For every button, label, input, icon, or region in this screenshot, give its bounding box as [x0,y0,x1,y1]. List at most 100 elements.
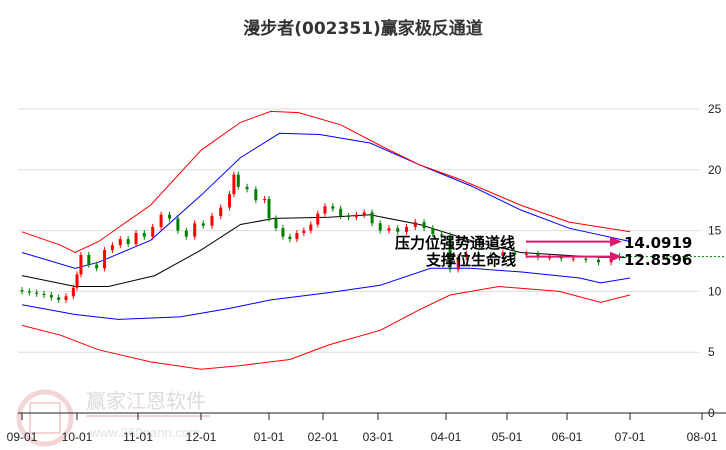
annotation-value: 12.8596 [624,251,692,269]
candle-body [422,222,426,229]
y-tick-label: 5 [708,345,715,359]
x-tick-label: 12-01 [186,430,217,444]
arrow-head-icon [610,236,622,247]
candle-body [254,189,258,201]
candle-body [134,233,138,244]
watermark-name: 赢家江恩软件 [86,389,206,413]
candle-body [448,235,452,270]
candle-body [168,214,171,219]
candle-body [440,234,444,236]
candle-body [339,208,343,217]
candle-body [331,206,335,209]
candle-body [79,254,83,275]
candle-body [184,230,188,237]
x-tick-label: 06-01 [552,430,583,444]
candle-body [49,295,53,298]
candle-body [95,264,99,269]
candle-body [87,254,91,265]
candle-body [219,207,223,217]
band-upper-red [21,110,631,254]
candle-body [548,257,552,259]
candle-body [571,258,575,260]
candle-body [232,174,236,195]
candle-body [501,252,505,257]
candle-body [27,291,31,293]
candle-body [126,239,130,244]
candle-body [118,239,122,246]
candle-body [431,228,435,235]
candle-body [201,223,205,226]
annotation-label: 支撑位生命线 [425,251,516,269]
candle-body [274,218,278,229]
arrow-head-icon [610,251,622,262]
watermark-url: www.360gann.com [89,425,200,440]
band-lower-red [21,285,631,370]
candle-body [477,253,481,255]
x-tick-label: 04-01 [431,430,462,444]
candle-body [57,297,61,300]
candle-body [110,245,114,251]
candle-body [176,218,180,231]
candle-body [64,296,68,300]
candle-body [263,198,267,201]
candle-body [524,253,528,255]
candle-body [42,293,46,296]
candle-body [489,254,493,257]
x-tick-label: 10-01 [62,430,93,444]
candle-body [267,198,271,219]
candle-body [142,233,146,237]
candle-body [103,250,107,269]
x-tick-label: 02-01 [308,430,339,444]
candle-body [309,224,313,231]
candle-body [396,228,400,232]
candle-body [378,223,382,231]
candle-body [159,214,163,227]
candle-body [193,223,197,237]
candle-body [413,222,417,227]
x-tick-label: 07-01 [615,430,646,444]
candle-body [281,228,285,237]
y-tick-label: 10 [708,284,722,298]
candle-body [347,216,351,218]
candle-body [513,252,517,255]
candle-body [151,226,155,237]
y-tick-label: 25 [708,102,722,116]
x-tick-label: 11-01 [123,430,153,444]
candle-body [323,206,327,214]
annotation-value: 14.0919 [624,234,692,252]
x-tick-label: 05-01 [492,430,523,444]
band-lower-blue [21,267,631,320]
candle-body [456,257,460,270]
candle-body [597,259,600,263]
candle-body [584,258,588,260]
x-tick-label: 03-01 [363,430,394,444]
band-mid [21,214,626,287]
annotation-label: 压力位强势通道线 [395,234,515,252]
candle-body [387,228,391,231]
candle-body [295,233,299,240]
candle-body [405,226,409,232]
y-tick-label: 20 [708,163,722,177]
candle-body [20,290,24,292]
candle-body [354,214,358,218]
candle-body [559,257,563,259]
candle-body [362,212,366,215]
candle-body [245,186,249,190]
candle-body [236,174,240,187]
candle-body [370,212,374,224]
chart-title: 漫步者(002351)赢家极反通道 [243,19,483,39]
candle-body [464,253,468,258]
candle-body [536,253,540,258]
band-upper-blue [21,132,631,269]
candle-body [71,287,75,297]
x-tick-label: 01-01 [254,430,285,444]
candle-body [75,274,79,288]
watermark-logo: 赢家江恩软件 www.360gann.com [16,389,210,447]
y-tick-label: 15 [708,224,722,238]
candle-body [35,292,39,294]
candle-body [302,230,306,234]
candle-body [210,216,214,226]
x-tick-label: 09-01 [7,430,38,444]
candle-body [316,213,320,225]
